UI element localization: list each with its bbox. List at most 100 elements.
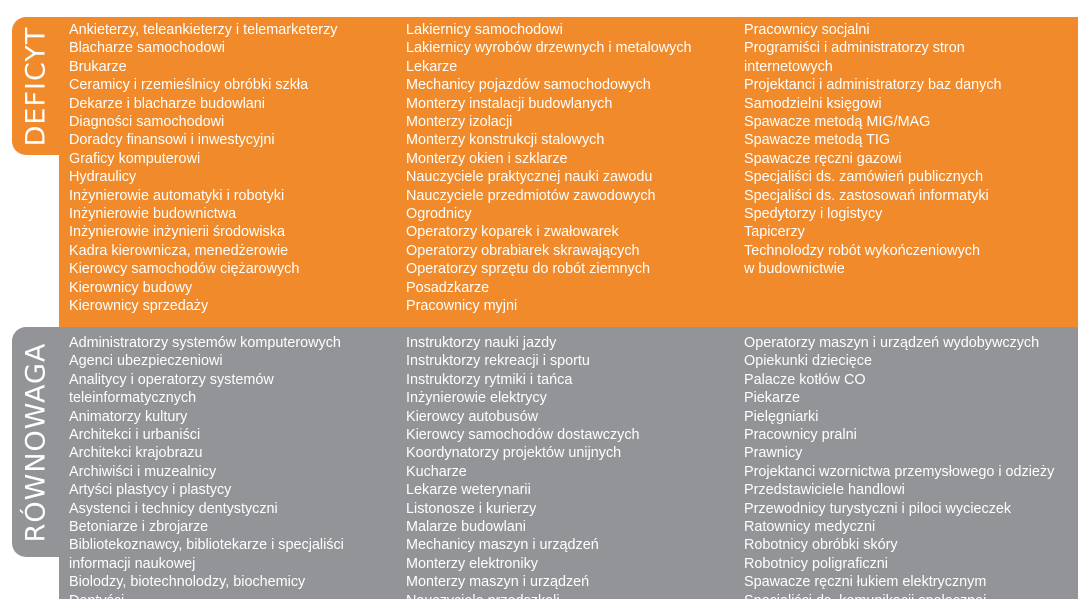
occupation-item: Listonosze i kurierzy [406, 500, 537, 517]
occupation-item: Projektanci wzornictwa przemysłowego i o… [744, 463, 1055, 480]
occupation-item: Inżynierowie automatyki i robotyki [69, 187, 285, 204]
occupation-item: Monterzy maszyn i urządzeń [406, 574, 590, 591]
occupation-item: Asystenci i technicy dentystyczni [69, 500, 278, 517]
occupation-item: Kierowcy autobusów [406, 408, 538, 425]
deficit-column-2: Lakiernicy samochodowi Lakiernicy wyrobów… [406, 21, 692, 316]
balance-column-2: Instruktorzy nauki jazdy Instruktorzy rek… [406, 334, 640, 610]
occupation-item: teleinformatycznych [69, 390, 197, 407]
deficit-tab: DEFICYT [12, 17, 59, 155]
occupation-item: Lekarze weterynarii [406, 482, 531, 499]
occupation-item: Administratorzy systemów komputerowych [69, 335, 341, 351]
occupation-item: Operatorzy sprzętu do robót ziemnych [406, 261, 650, 278]
occupation-item: Operatorzy koparek i zwałowarek [406, 224, 619, 241]
occupation-item: Spawacze ręczni gazowi [744, 150, 902, 167]
occupation-item: Graficy komputerowi [69, 150, 201, 167]
balance-column-1: Administratorzy systemów komputerowych Ag… [69, 334, 344, 610]
occupation-item: Ogrodnicy [406, 206, 472, 223]
occupation-item: Projektanci i administratorzy baz danych [744, 77, 1002, 94]
occupation-item: Spedytorzy i logistycy [744, 206, 883, 223]
occupation-item: Monterzy instalacji budowlanych [406, 95, 613, 112]
occupation-item: w budownictwie [744, 261, 845, 278]
deficit-column-3: Pracownicy socjalni Programiści i adminis… [744, 21, 1002, 279]
balance-section: RÓWNOWAGA Administratorzy systemów kompu… [0, 327, 1090, 609]
occupation-item: Analitycy i operatorzy systemów [69, 371, 274, 388]
balance-column-3: Operatorzy maszyn i urządzeń wydobywczyc… [744, 334, 1054, 610]
occupation-item: Bibliotekoznawcy, bibliotekarze i specja… [69, 537, 344, 554]
deficit-section: DEFICYT Ankieterzy, teleankieterzy i tel… [0, 17, 1090, 327]
occupation-item: Kierownicy budowy [69, 279, 193, 296]
balance-tab: RÓWNOWAGA [12, 327, 59, 557]
occupation-item: Operatorzy obrabiarek skrawających [406, 242, 640, 259]
occupation-item: Przedstawiciele handlowi [744, 482, 905, 499]
occupation-item: Posadzkarze [406, 279, 490, 296]
occupation-item: Monterzy konstrukcji stalowych [406, 132, 605, 149]
occupation-item: Brukarze [69, 58, 127, 75]
occupation-item: Instruktorzy rekreacji i sportu [406, 353, 590, 370]
occupation-item: Monterzy elektroniky [406, 555, 538, 572]
occupation-item: Przewodnicy turystyczni i piloci wyciecz… [744, 500, 1012, 517]
balance-panel: Administratorzy systemów komputerowych Ag… [59, 327, 1078, 609]
occupation-item: Spawacze metodą MIG/MAG [744, 114, 931, 131]
occupation-item: Specjaliści ds. zamówień publicznych [744, 169, 984, 186]
deficit-column-1: Ankieterzy, teleankieterzy i telemarkete… [69, 21, 337, 316]
occupation-item: Blacharze samochodowi [69, 40, 225, 57]
occupation-item: Kierowcy samochodów ciężarowych [69, 261, 300, 278]
occupation-item: Nauczyciele praktycznej nauki zawodu [406, 169, 653, 186]
occupation-item: Dekarze i blacharze budowlani [69, 95, 265, 112]
occupation-item: Doradcy finansowi i inwestycyjni [69, 132, 275, 149]
occupation-item: Kucharze [406, 463, 467, 480]
occupation-item: Betoniarze i zbrojarze [69, 519, 209, 536]
occupation-item: Pielęgniarki [744, 408, 819, 425]
occupation-item: Nauczyciele przedmiotów zawodowych [406, 187, 656, 204]
occupation-item: Specjaliści ds. komunikacji społecznej [744, 592, 987, 609]
occupation-item: Inżynierowie elektrycy [406, 390, 547, 407]
occupation-item: Nauczyciele przedszkoli [406, 592, 560, 609]
occupation-item: Dentyści [69, 592, 125, 609]
occupation-item: Piekarze [744, 390, 800, 407]
occupation-item: Samodzielni księgowi [744, 95, 882, 112]
occupation-item: Robotnicy obróbki skóry [744, 537, 898, 554]
occupation-item: Inżynierowie inżynierii środowiska [69, 224, 285, 241]
occupation-item: Spawacze ręczni łukiem elektrycznym [744, 574, 987, 591]
deficit-panel: Ankieterzy, teleankieterzy i telemarkete… [59, 17, 1078, 327]
occupation-item: Malarze budowlani [406, 519, 526, 536]
occupation-item: Instruktorzy rytmiki i tańca [406, 371, 573, 388]
occupation-item: Opiekunki dziecięce [744, 353, 872, 370]
occupation-item: Lakiernicy samochodowi [406, 22, 563, 38]
occupation-item: Biolodzy, biotechnolodzy, biochemicy [69, 574, 306, 591]
deficit-label: DEFICYT [20, 26, 51, 146]
occupation-item: Mechanicy pojazdów samochodowych [406, 77, 651, 94]
occupation-item: Robotnicy poligraficzni [744, 555, 888, 572]
occupation-item: Inżynierowie budownictwa [69, 206, 237, 223]
occupation-item: Monterzy okien i szklarze [406, 150, 568, 167]
occupation-item: Lakiernicy wyrobów drzewnych i metalowyc… [406, 40, 692, 57]
occupation-item: Agenci ubezpieczeniowi [69, 353, 223, 370]
occupation-item: Diagności samochodowi [69, 114, 225, 131]
occupation-item: Ratownicy medyczni [744, 519, 876, 536]
occupation-item: Ceramicy i rzemieślnicy obróbki szkła [69, 77, 309, 94]
balance-label: RÓWNOWAGA [20, 342, 51, 542]
occupation-item: Palacze kotłów CO [744, 371, 866, 388]
occupation-item: Architekci krajobrazu [69, 445, 203, 462]
occupation-item: Mechanicy maszyn i urządzeń [406, 537, 599, 554]
occupation-item: Pracownicy myjni [406, 298, 518, 315]
occupation-item: internetowych [744, 58, 833, 75]
occupation-item: Monterzy izolacji [406, 114, 513, 131]
occupation-item: Kierowcy samochodów dostawczych [406, 427, 640, 444]
occupation-item: Architekci i urbaniści [69, 427, 201, 444]
occupation-item: Pracownicy socjalni [744, 22, 870, 38]
occupation-item: Koordynatorzy projektów unijnych [406, 445, 622, 462]
occupation-item: informacji naukowej [69, 555, 196, 572]
occupation-item: Prawnicy [744, 445, 803, 462]
occupation-item: Hydraulicy [69, 169, 137, 186]
occupation-item: Ankieterzy, teleankieterzy i telemarkete… [69, 22, 338, 38]
occupation-item: Technolodzy robót wykończeniowych [744, 242, 980, 259]
occupation-item: Pracownicy pralni [744, 427, 857, 444]
occupation-item: Lekarze [406, 58, 458, 75]
occupation-item: Kierownicy sprzedaży [69, 298, 209, 315]
occupation-item: Specjaliści ds. zastosowań informatyki [744, 187, 989, 204]
occupation-item: Operatorzy maszyn i urządzeń wydobywczyc… [744, 335, 1040, 351]
occupation-item: Kadra kierownicza, menedżerowie [69, 242, 289, 259]
occupation-item: Artyści plastycy i plastycy [69, 482, 232, 499]
occupation-item: Tapicerzy [744, 224, 805, 241]
